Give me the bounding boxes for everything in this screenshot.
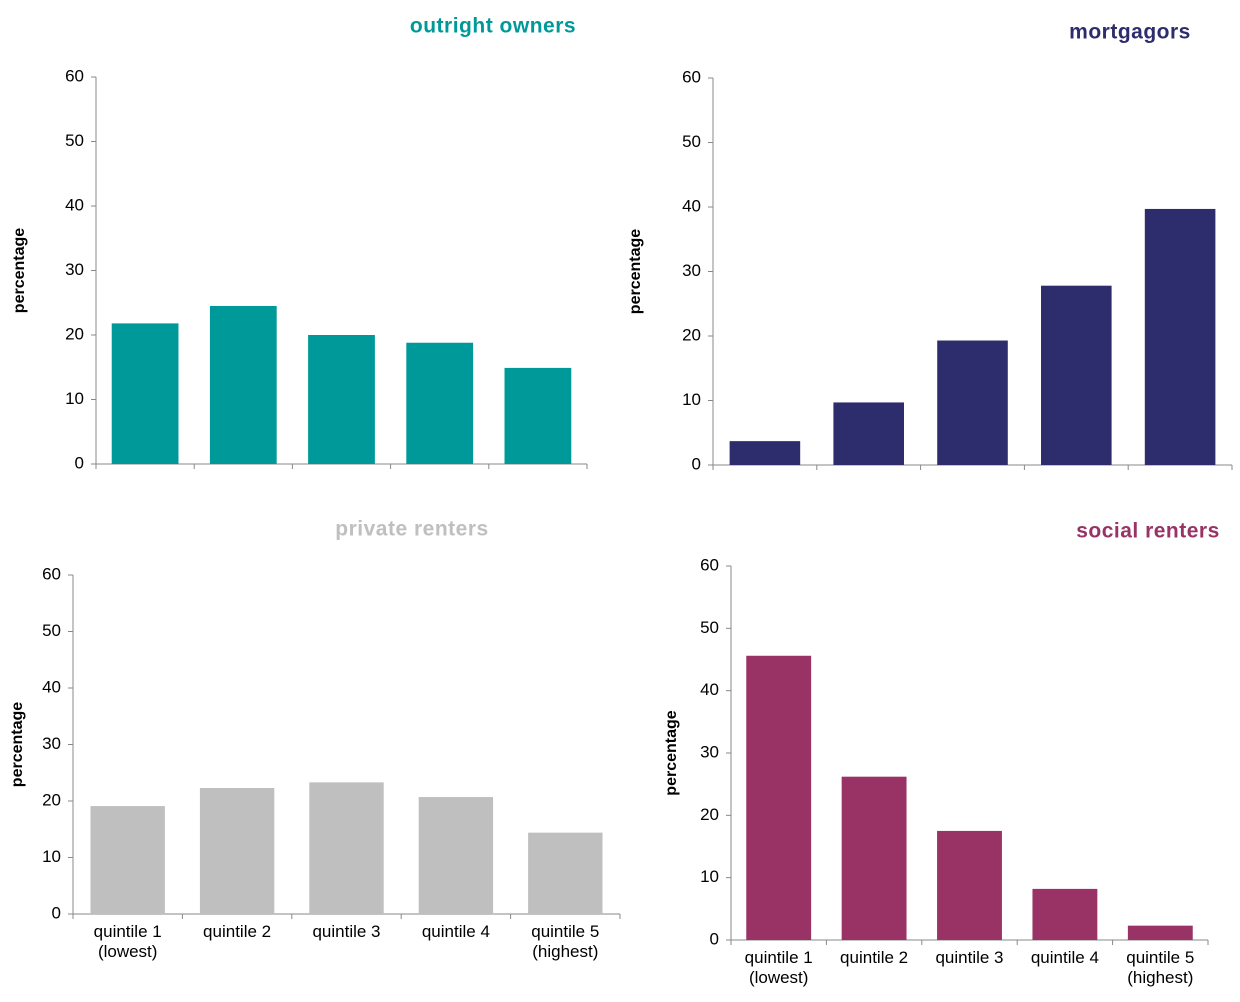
y-tick-label: 40	[682, 196, 701, 215]
x-label-box: quintile 4	[1030, 948, 1099, 967]
x-tick-label: quintile 1 (lowest)	[744, 948, 813, 987]
x-tick-label: quintile 4	[1030, 948, 1099, 967]
x-tick-label: quintile 1 (lowest)	[93, 922, 162, 961]
y-axis-label: percentage	[9, 702, 26, 787]
x-label-box: quintile 2	[840, 948, 909, 967]
chart-title: private renters	[335, 518, 488, 541]
x-tick-label: quintile 3	[935, 948, 1004, 967]
bar	[209, 305, 277, 464]
y-tick-label: 30	[700, 742, 719, 761]
y-tick-label: 20	[700, 805, 719, 824]
y-tick-label: 40	[65, 195, 84, 214]
chart-title: social renters	[1076, 520, 1220, 543]
x-label-box: quintile 1 (lowest)	[93, 922, 162, 961]
chart-panel: outright owners percentage 0 10 20 30 40 50 60	[11, 15, 588, 472]
x-tick-label: quintile 5 (highest)	[1126, 948, 1195, 987]
y-tick-label: 40	[700, 680, 719, 699]
y-tick-label: 10	[65, 389, 84, 408]
bar	[1127, 925, 1193, 940]
x-tick-label: quintile 2	[840, 948, 909, 967]
bar	[746, 655, 812, 940]
y-tick-label: 0	[710, 929, 719, 948]
y-tick-label: 0	[692, 454, 701, 473]
y-tick-label: 50	[65, 131, 84, 150]
y-tick-label: 0	[52, 903, 61, 922]
bar	[833, 402, 904, 465]
bar	[1144, 208, 1216, 465]
y-axis-label: percentage	[627, 229, 644, 314]
chart-panel: mortgagors percentage 0 10 20 30 40 50 60	[627, 21, 1233, 473]
x-label-box: quintile 1 (lowest)	[744, 948, 813, 987]
chart-panel: social renters percentage 0 10 20 30 40 50 60 qui…	[663, 520, 1220, 987]
y-tick-label: 60	[42, 564, 61, 583]
x-tick-label: quintile 2	[203, 922, 272, 941]
bar	[504, 367, 572, 464]
y-tick-label: 60	[65, 66, 84, 85]
x-label-box: quintile 4	[421, 922, 490, 941]
bar	[1032, 888, 1098, 940]
y-axis-label: percentage	[11, 228, 28, 313]
bar	[937, 830, 1002, 940]
y-tick-label: 50	[700, 618, 719, 637]
x-label-box: quintile 3	[935, 948, 1004, 967]
x-tick-label: quintile 4	[421, 922, 490, 941]
bar	[729, 441, 801, 465]
x-label-box: quintile 2	[203, 922, 272, 941]
y-tick-label: 20	[65, 324, 84, 343]
x-label-box: quintile 5 (highest)	[531, 922, 600, 961]
chart-panel: private renters percentage 0 10 20 30 40 50 60 qu…	[9, 518, 621, 961]
x-label-box: quintile 3	[312, 922, 381, 941]
x-label-box: quintile 5 (highest)	[1126, 948, 1195, 987]
y-tick-label: 50	[42, 621, 61, 640]
y-tick-label: 0	[75, 453, 84, 472]
bar	[406, 342, 474, 464]
y-axis-label: percentage	[663, 710, 680, 795]
bar	[309, 782, 384, 914]
y-tick-label: 10	[42, 847, 61, 866]
y-tick-label: 20	[682, 325, 701, 344]
y-tick-label: 50	[682, 132, 701, 151]
y-tick-label: 60	[700, 555, 719, 574]
y-tick-label: 20	[42, 790, 61, 809]
chart-title: outright owners	[410, 15, 576, 38]
y-tick-label: 10	[682, 390, 701, 409]
y-tick-label: 40	[42, 677, 61, 696]
bar	[528, 832, 603, 914]
bar	[199, 788, 275, 914]
x-tick-label: quintile 3	[312, 922, 381, 941]
bar	[937, 340, 1008, 465]
y-tick-label: 30	[65, 260, 84, 279]
bar	[1041, 285, 1112, 465]
y-tick-label: 30	[682, 261, 701, 280]
x-tick-label: quintile 5 (highest)	[531, 922, 600, 961]
y-tick-label: 60	[682, 67, 701, 86]
chart-title: mortgagors	[1069, 21, 1191, 44]
y-tick-label: 10	[700, 867, 719, 886]
y-tick-label: 30	[42, 734, 61, 753]
bar	[308, 335, 375, 464]
bar	[418, 797, 494, 914]
bar	[111, 323, 179, 464]
bar	[90, 806, 165, 914]
bar	[841, 776, 907, 940]
